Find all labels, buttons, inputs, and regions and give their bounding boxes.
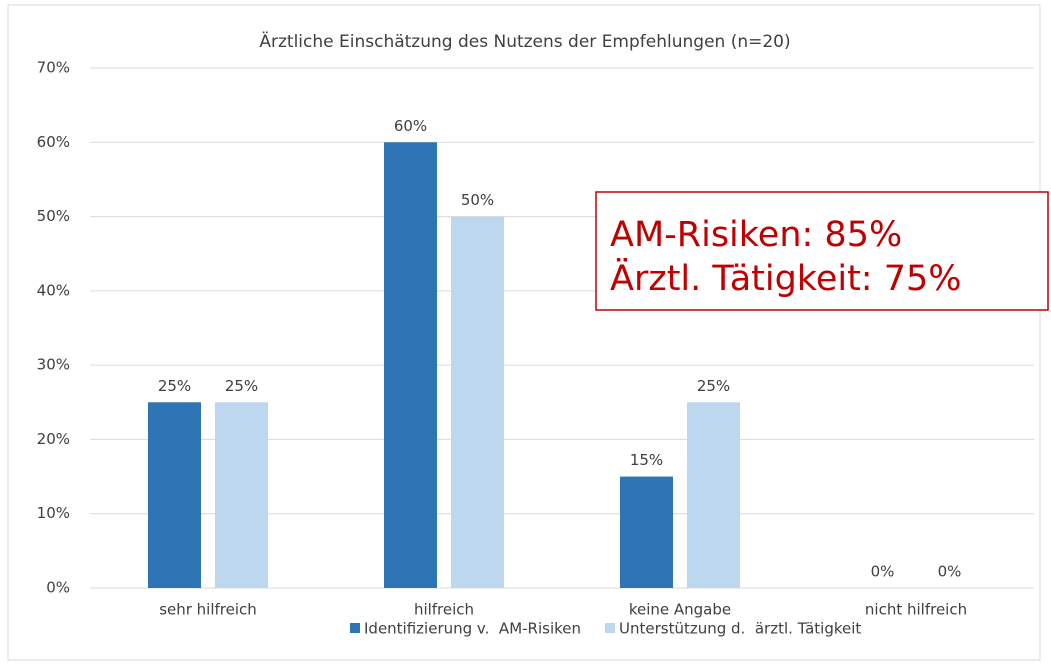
legend-label: Identifizierung v. AM-Risiken xyxy=(364,620,581,638)
legend-swatch xyxy=(605,623,616,633)
bar xyxy=(687,402,740,588)
y-tick-label: 0% xyxy=(46,579,70,597)
y-tick-label: 10% xyxy=(37,504,70,522)
x-tick-label: hilfreich xyxy=(414,601,474,619)
chart-title: Ärztliche Einschätzung des Nutzens der E… xyxy=(259,31,790,52)
y-tick-label: 70% xyxy=(37,59,70,77)
x-tick-label: nicht hilfreich xyxy=(865,601,967,619)
value-label: 50% xyxy=(461,191,494,209)
value-label: 25% xyxy=(697,377,730,395)
value-label: 60% xyxy=(394,117,427,135)
legend-swatch xyxy=(350,623,360,633)
bar xyxy=(384,142,437,589)
value-label: 25% xyxy=(158,377,191,395)
y-tick-label: 40% xyxy=(37,281,70,299)
bar xyxy=(451,216,504,589)
bar xyxy=(215,402,268,588)
bar xyxy=(148,402,201,588)
y-tick-label: 60% xyxy=(37,133,70,151)
value-label: 15% xyxy=(630,451,663,469)
legend-label: Unterstützung d. ärztl. Tätigkeit xyxy=(619,620,861,638)
x-tick-label: sehr hilfreich xyxy=(159,601,257,619)
y-tick-label: 30% xyxy=(37,356,70,374)
y-tick-label: 50% xyxy=(37,207,70,225)
value-label: 0% xyxy=(871,563,895,581)
annotation-text: Ärztl. Tätigkeit: 75% xyxy=(610,257,962,299)
x-tick-label: keine Angabe xyxy=(629,601,731,619)
bar xyxy=(620,476,673,588)
value-label: 25% xyxy=(225,377,258,395)
annotation-text: AM-Risiken: 85% xyxy=(610,215,902,255)
y-tick-label: 20% xyxy=(37,430,70,448)
annotation-box xyxy=(595,191,1049,311)
value-label: 0% xyxy=(938,563,962,581)
